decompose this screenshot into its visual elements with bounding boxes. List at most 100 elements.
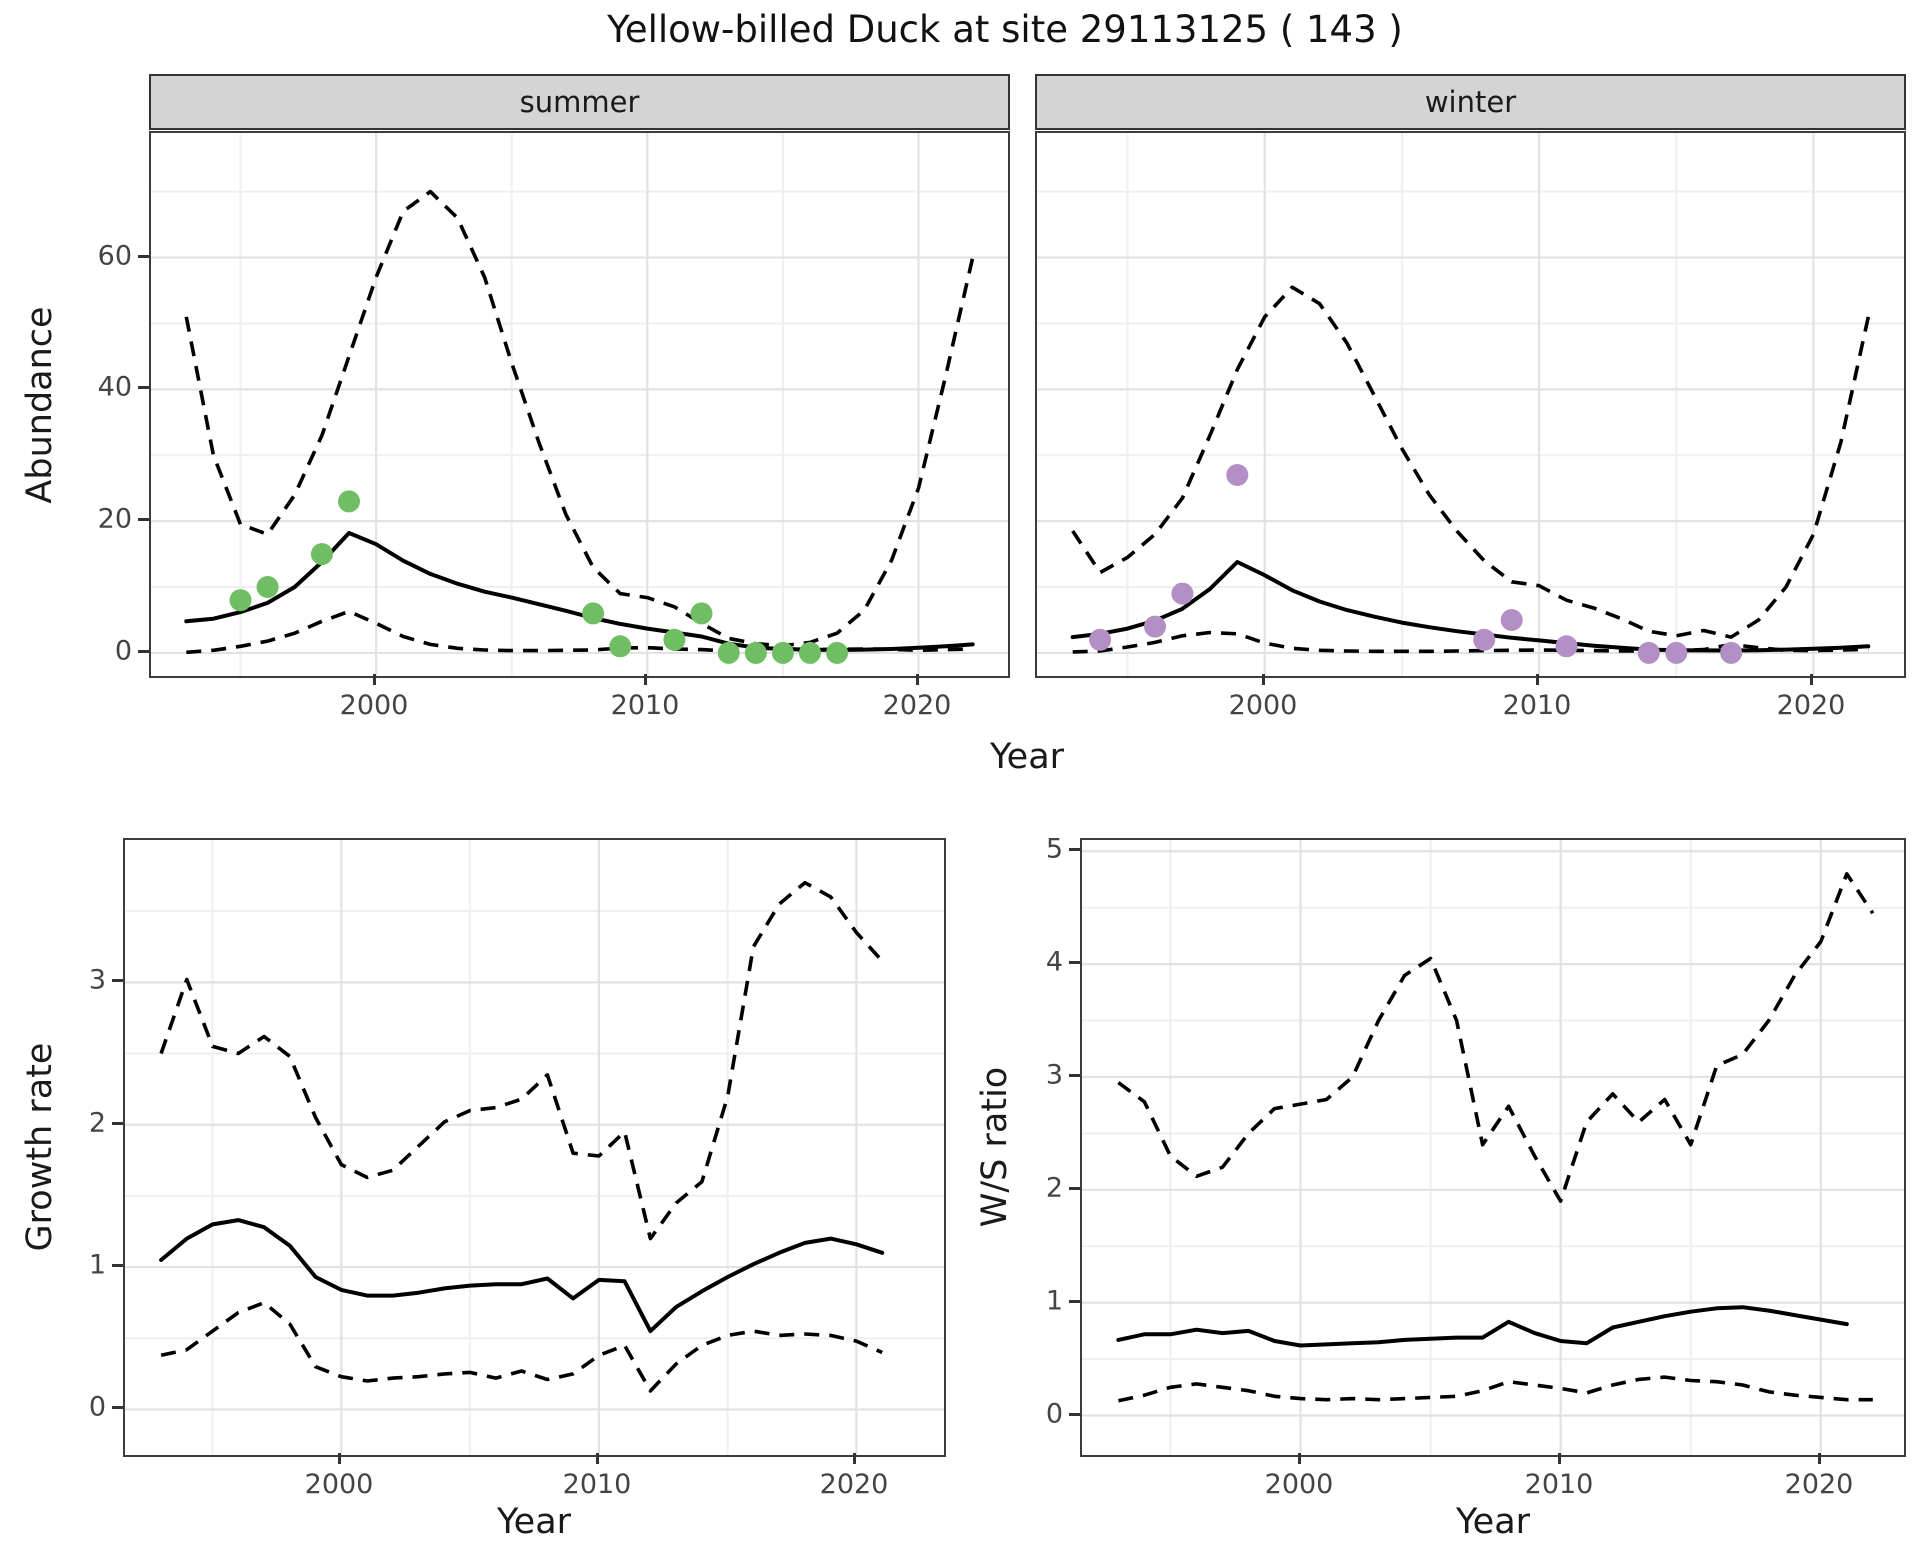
ws-ratio-lower-ci-line (1118, 1375, 1873, 1403)
growth-rate-plot (125, 840, 944, 1455)
summer-counts-point (310, 543, 333, 566)
growth-rate-upper-ci-line (159, 880, 884, 1241)
x-tick-mark (853, 1453, 856, 1464)
y-tick-label: 60 (97, 240, 132, 272)
x-tick-label: 2010 (610, 690, 680, 721)
x-tick-mark (916, 674, 919, 685)
panel-growth-rate (123, 838, 946, 1457)
winter-counts-point (1500, 609, 1523, 631)
abundance-winter-upper-ci-line (1071, 285, 1871, 639)
growth-rate-lower-ci-line (160, 1300, 883, 1393)
abundance-summer-plot (151, 133, 1008, 676)
y-tick-label: 1 (1045, 1285, 1063, 1317)
y-axis-title-growth-rate: Growth rate (20, 1042, 60, 1252)
ws-ratio-plot (1082, 840, 1904, 1455)
y-tick-label: 0 (1045, 1398, 1063, 1430)
y-axis-title-abundance: Abundance (20, 306, 60, 504)
ws-ratio-upper-ci-line (1117, 872, 1875, 1203)
y-tick-mark (1069, 1074, 1080, 1077)
summer-counts-point (609, 635, 632, 658)
summer-counts-point (744, 641, 767, 664)
y-tick-mark (112, 1264, 123, 1267)
abundance-summer-upper-ci-line (184, 189, 975, 648)
abundance-summer-lower-ci-line (186, 609, 973, 655)
abundance-winter-lower-ci-line (1072, 630, 1869, 654)
x-tick-label: 2010 (1502, 690, 1572, 721)
abundance-winter-median-line (1070, 560, 1871, 653)
y-tick-mark (1069, 961, 1080, 964)
summer-counts-point (582, 602, 605, 625)
x-tick-label: 2020 (819, 1469, 889, 1500)
y-tick-mark (112, 979, 123, 982)
summer-counts-point (799, 641, 821, 664)
x-tick-label: 2020 (1776, 690, 1846, 721)
summer-counts-point (690, 602, 713, 625)
panel-ws-ratio (1080, 838, 1906, 1457)
summer-counts-point (717, 641, 740, 664)
x-tick-mark (596, 1453, 599, 1464)
winter-counts-point (1473, 628, 1496, 651)
winter-counts-point (1555, 635, 1578, 658)
y-tick-mark (1069, 1413, 1080, 1416)
abundance-summer-median-line (184, 531, 975, 652)
facet-strip-summer-label: summer (519, 85, 640, 119)
y-tick-mark (138, 255, 149, 258)
y-tick-label: 40 (97, 371, 132, 403)
y-tick-mark (112, 1406, 123, 1409)
x-tick-mark (1262, 674, 1265, 685)
y-tick-label: 3 (88, 964, 106, 996)
y-tick-label: 2 (88, 1107, 106, 1139)
summer-counts-point (229, 589, 252, 612)
winter-counts-point (1171, 582, 1194, 605)
y-tick-mark (1069, 848, 1080, 851)
facet-strip-summer: summer (149, 74, 1010, 130)
x-tick-label: 2010 (562, 1469, 632, 1500)
x-tick-label: 2000 (304, 1469, 374, 1500)
y-tick-mark (138, 518, 149, 521)
y-tick-label: 1 (88, 1249, 106, 1281)
summer-counts-point (771, 641, 794, 664)
winter-counts-point (1226, 464, 1249, 486)
winter-counts-point (1144, 615, 1166, 638)
x-tick-mark (1818, 1453, 1821, 1464)
x-tick-mark (1536, 674, 1539, 685)
x-tick-label: 2000 (1228, 690, 1298, 721)
y-tick-mark (1069, 1300, 1080, 1303)
ws-ratio-median-line (1116, 1305, 1849, 1348)
winter-counts-point (1089, 628, 1112, 651)
x-tick-mark (1810, 674, 1813, 685)
y-tick-label: 4 (1045, 946, 1063, 978)
panel-abundance-winter (1035, 131, 1906, 678)
x-axis-title-growth-rate: Year (496, 1502, 572, 1542)
abundance-winter-plot (1037, 133, 1904, 676)
summer-counts-point (826, 641, 849, 664)
facet-strip-winter: winter (1035, 74, 1906, 130)
summer-counts-point (663, 628, 686, 651)
y-tick-label: 20 (97, 503, 132, 535)
facet-strip-winter-label: winter (1424, 85, 1517, 119)
x-tick-mark (1298, 1453, 1301, 1464)
x-tick-label: 2000 (1264, 1469, 1334, 1500)
y-tick-label: 3 (1045, 1059, 1063, 1091)
y-tick-label: 0 (114, 635, 132, 667)
x-tick-mark (373, 674, 376, 685)
y-tick-label: 5 (1045, 833, 1063, 865)
y-tick-mark (138, 650, 149, 653)
growth-rate-median-line (159, 1218, 885, 1334)
x-tick-label: 2010 (1524, 1469, 1594, 1500)
winter-counts-point (1665, 641, 1688, 664)
y-tick-mark (138, 386, 149, 389)
x-tick-mark (338, 1453, 341, 1464)
y-tick-label: 2 (1045, 1172, 1063, 1204)
x-tick-label: 2020 (1784, 1469, 1854, 1500)
winter-counts-point (1637, 641, 1660, 664)
x-tick-mark (1558, 1453, 1561, 1464)
panel-abundance-summer (149, 131, 1010, 678)
summer-counts-point (256, 576, 279, 598)
winter-counts-point (1720, 641, 1743, 664)
x-axis-title-top: Year (989, 737, 1065, 777)
y-tick-label: 0 (88, 1391, 106, 1423)
x-tick-label: 2000 (339, 690, 409, 721)
x-tick-mark (644, 674, 647, 685)
